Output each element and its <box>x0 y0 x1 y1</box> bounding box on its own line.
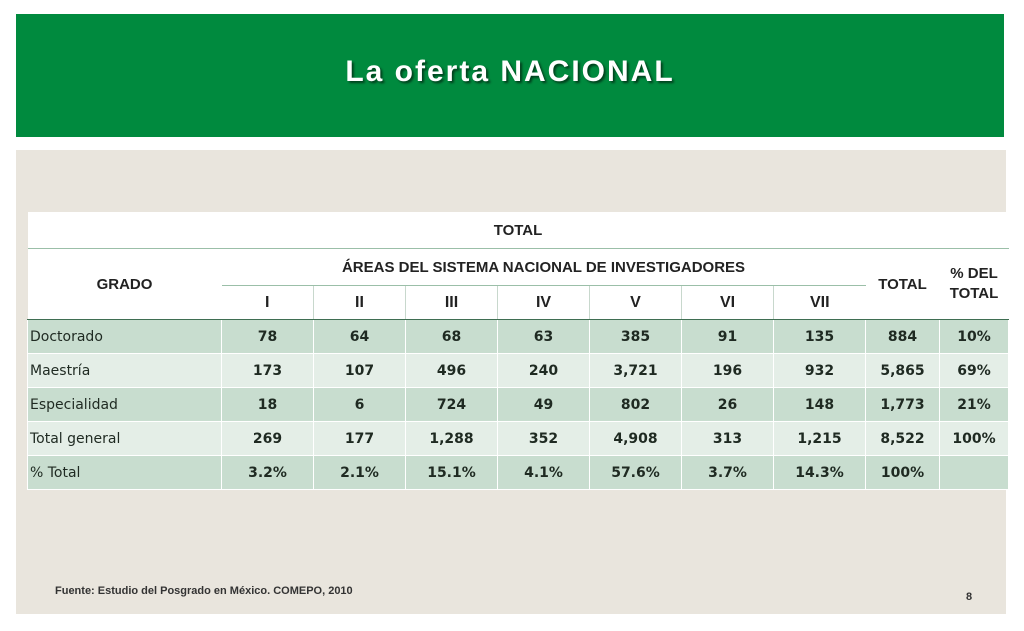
table-cell: 1,773 <box>865 387 940 422</box>
table-cell: 724 <box>405 387 498 422</box>
table-cell: 2.1% <box>313 455 406 490</box>
pct-header-label: % DEL TOTAL <box>949 265 999 302</box>
header-row-areas: GRADO ÁREAS DEL SISTEMA NACIONAL DE INVE… <box>27 248 1009 320</box>
table-cell: 3.2% <box>221 455 314 490</box>
table-cell: 69% <box>938 353 1010 388</box>
table-cell: 173 <box>221 353 314 388</box>
table-cell: 884 <box>865 319 940 354</box>
table-cell: 240 <box>497 353 590 388</box>
table-cell: 3,721 <box>589 353 682 388</box>
row-label: Maestría <box>27 353 222 388</box>
top-header: TOTAL <box>27 212 1009 249</box>
slide-title: La oferta NACIONAL <box>345 54 675 88</box>
source-note: Fuente: Estudio del Posgrado en México. … <box>55 585 353 597</box>
table-row: Maestría 173 107 496 240 3,721 196 932 5… <box>27 353 1010 388</box>
table-cell: 269 <box>221 421 314 456</box>
table-cell: 135 <box>773 319 866 354</box>
row-label: Doctorado <box>27 319 222 354</box>
area-header: I <box>221 285 314 320</box>
table-cell: 932 <box>773 353 866 388</box>
content-panel: TOTAL GRADO ÁREAS DEL SISTEMA NACIONAL D… <box>16 150 1010 614</box>
table-cell: 10% <box>938 319 1010 354</box>
table-cell: 352 <box>497 421 590 456</box>
area-header: II <box>313 285 406 320</box>
table-cell: 26 <box>681 387 774 422</box>
table-cell: 57.6% <box>589 455 682 490</box>
table-cell: 5,865 <box>865 353 940 388</box>
table-cell: 385 <box>589 319 682 354</box>
table-cell: 68 <box>405 319 498 354</box>
table-cell: 496 <box>405 353 498 388</box>
table-cell: 100% <box>865 455 940 490</box>
areas-header: ÁREAS DEL SISTEMA NACIONAL DE INVESTIGAD… <box>221 248 866 286</box>
table-cell: 196 <box>681 353 774 388</box>
table-cell: 8,522 <box>865 421 940 456</box>
header-row-total: TOTAL <box>27 212 1009 249</box>
table-cell: 18 <box>221 387 314 422</box>
table-row: Total general 269 177 1,288 352 4,908 31… <box>27 421 1010 456</box>
table-cell <box>938 455 1010 490</box>
table-cell: 1,288 <box>405 421 498 456</box>
table-cell: 1,215 <box>773 421 866 456</box>
table-cell: 49 <box>497 387 590 422</box>
header-row-roman: I II III IV V VI VII <box>28 285 1009 320</box>
table-cell: 91 <box>681 319 774 354</box>
table-cell: 3.7% <box>681 455 774 490</box>
table-cell: 107 <box>313 353 406 388</box>
table-cell: 21% <box>938 387 1010 422</box>
table-row: Especialidad 18 6 724 49 802 26 148 1,77… <box>27 387 1010 422</box>
table-cell: 78 <box>221 319 314 354</box>
row-label: Especialidad <box>27 387 222 422</box>
total-header: TOTAL <box>865 248 940 320</box>
table-cell: 14.3% <box>773 455 866 490</box>
table-cell: 4,908 <box>589 421 682 456</box>
table-cell: 63 <box>497 319 590 354</box>
row-label: % Total <box>27 455 222 490</box>
table-cell: 4.1% <box>497 455 590 490</box>
table-cell: 15.1% <box>405 455 498 490</box>
pct-header: % DEL TOTAL <box>939 248 1009 320</box>
table-cell: 177 <box>313 421 406 456</box>
page-number: 8 <box>966 591 973 603</box>
table-row: Doctorado 78 64 68 63 385 91 135 884 10% <box>27 319 1010 354</box>
area-header: V <box>589 285 682 320</box>
area-header: IV <box>497 285 590 320</box>
row-label: Total general <box>27 421 222 456</box>
area-header: VI <box>681 285 774 320</box>
table-cell: 802 <box>589 387 682 422</box>
table-row: % Total 3.2% 2.1% 15.1% 4.1% 57.6% 3.7% … <box>27 455 1010 490</box>
grado-header: GRADO <box>27 248 222 320</box>
table-cell: 100% <box>938 421 1010 456</box>
title-banner: La oferta NACIONAL <box>16 14 1004 137</box>
area-header: III <box>405 285 498 320</box>
table-cell: 64 <box>313 319 406 354</box>
table-cell: 6 <box>313 387 406 422</box>
data-table: TOTAL GRADO ÁREAS DEL SISTEMA NACIONAL D… <box>27 212 1010 490</box>
table-cell: 148 <box>773 387 866 422</box>
area-header: VII <box>773 285 866 320</box>
table-cell: 313 <box>681 421 774 456</box>
